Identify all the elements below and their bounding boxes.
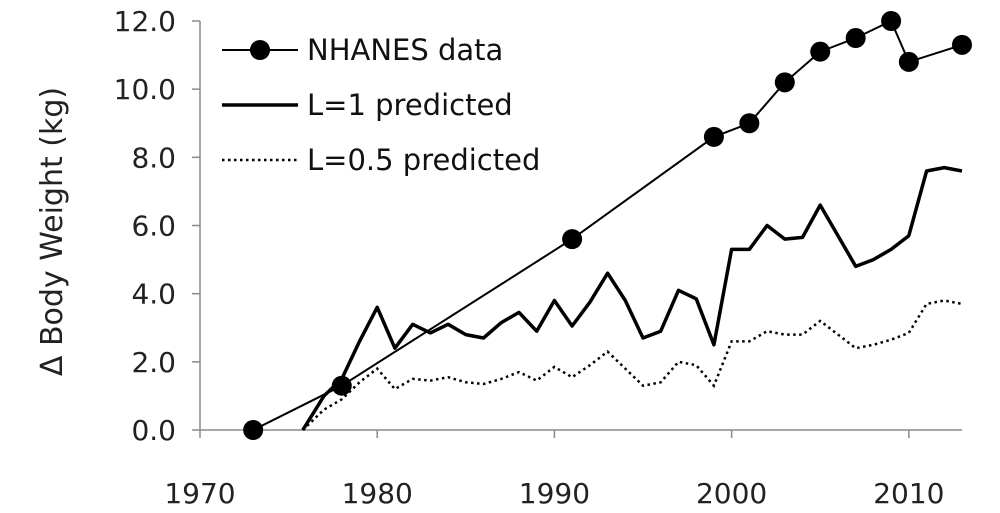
data-point-nhanes-data xyxy=(810,41,831,62)
data-point-nhanes-data xyxy=(774,72,795,93)
y-tick-label: 6.0 xyxy=(131,210,176,243)
axes: 0.0 2.0 4.0 6.0 8.0 10.0 12.0 1970 1980 1990 2000 2… xyxy=(35,5,962,510)
data-point-nhanes-data xyxy=(845,28,866,49)
y-tick-label: 0.0 xyxy=(131,414,176,447)
y-axis-title: Δ Body Weight (kg) xyxy=(35,87,70,376)
legend-label-l-0-5-predicted: L=0.5 predicted xyxy=(307,143,540,177)
y-tick-label: 8.0 xyxy=(131,141,176,174)
series-line-l-1-predicted xyxy=(301,165,963,431)
x-tick-label: 2000 xyxy=(696,477,767,510)
legend: NHANES data L=1 predicted L=0.5 predicted xyxy=(222,33,540,177)
legend-label-l-1-predicted: L=1 predicted xyxy=(307,88,513,122)
x-tick-label: 2010 xyxy=(873,477,944,510)
data-point-nhanes-data xyxy=(739,113,760,134)
plot-series xyxy=(243,11,972,440)
x-tick-label: 1990 xyxy=(519,477,590,510)
data-point-nhanes-data xyxy=(703,126,724,147)
y-tick-label: 12.0 xyxy=(114,5,176,38)
series-line-nhanes-data xyxy=(252,19,963,431)
x-tick-label: 1970 xyxy=(164,477,235,510)
data-point-nhanes-data xyxy=(881,11,902,31)
series-line-l-0-5-predicted xyxy=(301,299,963,431)
y-tick-label: 4.0 xyxy=(131,278,176,311)
legend-marker-nhanes-data xyxy=(250,40,270,60)
data-point-nhanes-data xyxy=(952,34,972,55)
data-point-nhanes-data xyxy=(898,51,919,72)
y-tick-label: 10.0 xyxy=(114,73,176,106)
y-tick-label: 2.0 xyxy=(131,346,176,379)
data-point-nhanes-data xyxy=(331,375,352,396)
x-tick-label: 1980 xyxy=(342,477,413,510)
data-point-nhanes-data xyxy=(243,420,264,440)
legend-label-nhanes-data: NHANES data xyxy=(307,33,503,67)
data-point-nhanes-data xyxy=(562,229,583,250)
